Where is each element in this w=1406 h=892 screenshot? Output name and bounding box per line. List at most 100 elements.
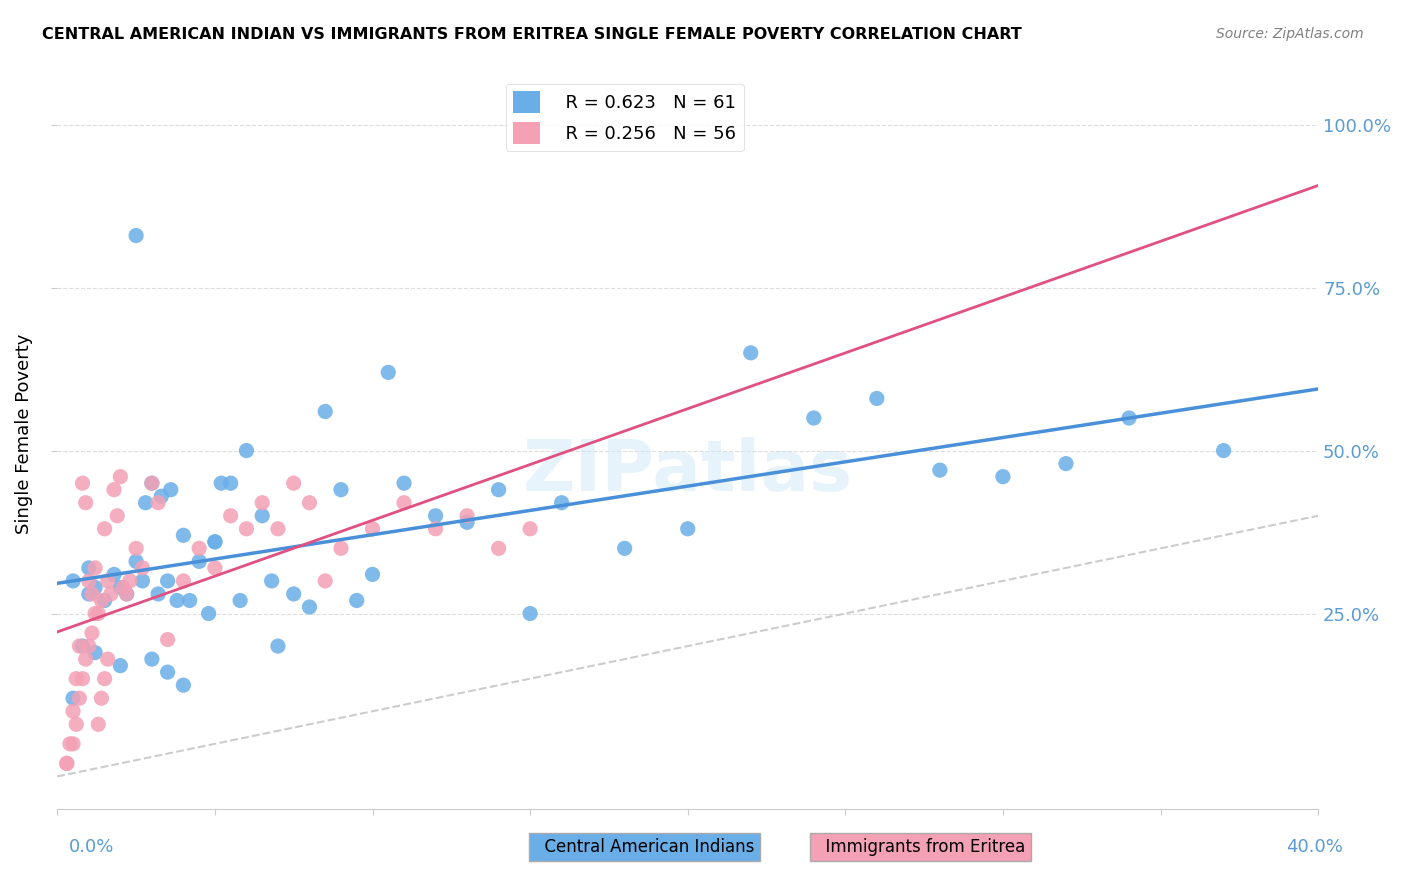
Point [135, 496, 157, 510]
Point [62, 737, 84, 751]
Point [188, 541, 211, 556]
Point [488, 541, 510, 556]
Point [103, 483, 125, 497]
Point [550, 496, 572, 510]
Point [97, 574, 120, 588]
Point [803, 411, 825, 425]
Point [115, 587, 138, 601]
Point [72, 672, 94, 686]
Point [613, 541, 636, 556]
Point [159, 483, 181, 497]
Point [100, 587, 122, 601]
Point [156, 665, 179, 680]
Point [97, 652, 120, 666]
Point [298, 599, 321, 614]
Point [62, 704, 84, 718]
Point [361, 567, 384, 582]
Point [125, 541, 148, 556]
Point [125, 228, 148, 243]
Point [110, 469, 132, 483]
Point [260, 574, 283, 588]
Text: Central American Indians: Central American Indians [534, 838, 755, 855]
Point [425, 522, 447, 536]
Point [219, 476, 242, 491]
Point [330, 483, 353, 497]
Point [110, 581, 132, 595]
Point [90, 593, 112, 607]
Point [346, 593, 368, 607]
Point [179, 593, 201, 607]
Point [156, 632, 179, 647]
Point [166, 593, 188, 607]
Point [250, 508, 273, 523]
Point [77, 587, 100, 601]
Point [991, 469, 1014, 483]
Point [314, 404, 336, 418]
Point [172, 678, 194, 692]
Y-axis label: Single Female Poverty: Single Female Poverty [15, 334, 32, 534]
Point [235, 522, 257, 536]
Point [1118, 411, 1140, 425]
Text: ZIPatlas: ZIPatlas [523, 437, 853, 507]
Point [188, 554, 211, 568]
Point [456, 508, 478, 523]
Point [866, 392, 889, 406]
Text: CENTRAL AMERICAN INDIAN VS IMMIGRANTS FROM ERITREA SINGLE FEMALE POVERTY CORRELA: CENTRAL AMERICAN INDIAN VS IMMIGRANTS FR… [42, 27, 1022, 42]
Point [55, 756, 77, 771]
Point [84, 646, 107, 660]
Point [456, 516, 478, 530]
Point [84, 581, 107, 595]
Point [204, 534, 226, 549]
Point [250, 496, 273, 510]
Point [283, 476, 305, 491]
Text: Immigrants from Eritrea: Immigrants from Eritrea [815, 838, 1026, 855]
Point [112, 581, 135, 595]
Point [75, 496, 97, 510]
Point [172, 528, 194, 542]
Point [141, 652, 163, 666]
Point [283, 587, 305, 601]
Point [105, 508, 128, 523]
Point [84, 561, 107, 575]
Point [72, 639, 94, 653]
Point [1212, 443, 1234, 458]
Point [115, 587, 138, 601]
Point [204, 534, 226, 549]
Point [204, 561, 226, 575]
Point [150, 489, 173, 503]
Point [87, 607, 110, 621]
Point [267, 522, 290, 536]
Point [65, 672, 87, 686]
Point [519, 522, 541, 536]
Point [425, 508, 447, 523]
Point [141, 476, 163, 491]
Point [67, 691, 90, 706]
Point [65, 717, 87, 731]
Point [77, 574, 100, 588]
Point [67, 639, 90, 653]
Point [519, 607, 541, 621]
Point [118, 574, 141, 588]
Point [235, 443, 257, 458]
Point [298, 496, 321, 510]
Point [209, 476, 232, 491]
Text: Source: ZipAtlas.com: Source: ZipAtlas.com [1216, 27, 1364, 41]
Point [90, 691, 112, 706]
Point [172, 574, 194, 588]
Point [361, 522, 384, 536]
Point [93, 522, 115, 536]
Point [488, 483, 510, 497]
Point [77, 639, 100, 653]
Point [80, 626, 103, 640]
Point [928, 463, 950, 477]
Point [103, 567, 125, 582]
Point [62, 574, 84, 588]
Point [392, 496, 415, 510]
Point [131, 561, 153, 575]
Point [77, 561, 100, 575]
Point [80, 587, 103, 601]
Point [62, 691, 84, 706]
Point [314, 574, 336, 588]
Point [87, 717, 110, 731]
Point [146, 496, 169, 510]
